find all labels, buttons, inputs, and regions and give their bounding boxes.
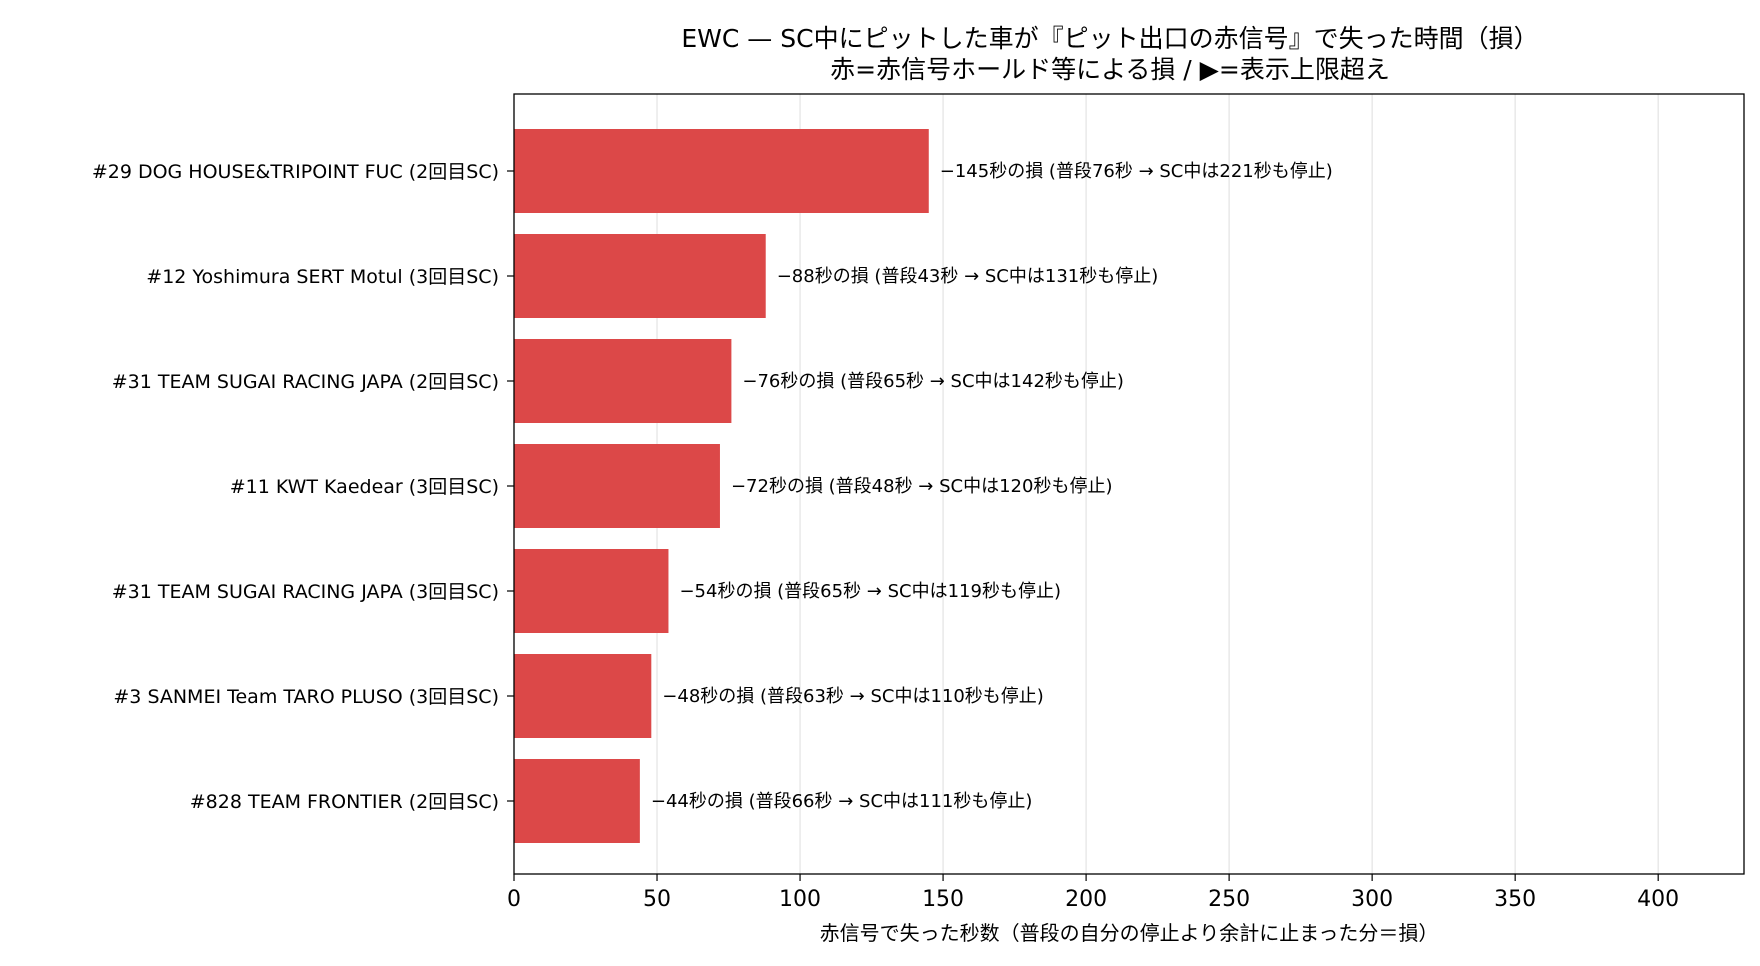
data-label: −54秒の損 (普段65秒 → SC中は119秒も停止) (679, 581, 1061, 602)
x-tick-label: 0 (507, 887, 521, 912)
x-tick-label: 100 (779, 887, 821, 912)
x-axis-label: 赤信号で失った秒数（普段の自分の停止より余計に止まった分＝損） (820, 921, 1439, 945)
bar (514, 549, 669, 633)
x-axis-ticks: 0 50 100 150 200 250 300 350 400 (507, 874, 1679, 912)
x-tick-label: 300 (1351, 887, 1393, 912)
data-label: −48秒の損 (普段63秒 → SC中は110秒も停止) (662, 686, 1044, 707)
data-labels: −145秒の損 (普段76秒 → SC中は221秒も停止) −88秒の損 (普段4… (651, 161, 1333, 812)
x-tick-label: 200 (1065, 887, 1107, 912)
chart-title: EWC — SC中にピットした車が『ピット出口の赤信号』で失った時間（損） (681, 24, 1538, 53)
bar (514, 339, 732, 423)
bar (514, 234, 766, 318)
y-tick-label: #3 SANMEI Team TARO PLUSO (3回目SC) (113, 686, 499, 708)
y-axis-labels: #29 DOG HOUSE&TRIPOINT FUC (2回目SC) #12 Yo… (92, 161, 514, 813)
bar (514, 759, 640, 843)
bar (514, 444, 720, 528)
x-tick-label: 150 (922, 887, 964, 912)
y-tick-label: #31 TEAM SUGAI RACING JAPA (3回目SC) (112, 581, 499, 603)
x-tick-label: 400 (1637, 887, 1679, 912)
data-label: −76秒の損 (普段65秒 → SC中は142秒も停止) (742, 371, 1124, 392)
bar (514, 654, 652, 738)
x-tick-label: 50 (643, 887, 671, 912)
data-label: −44秒の損 (普段66秒 → SC中は111秒も停止) (651, 791, 1033, 812)
x-tick-label: 350 (1494, 887, 1536, 912)
y-tick-label: #31 TEAM SUGAI RACING JAPA (2回目SC) (112, 371, 499, 393)
y-tick-label: #11 KWT Kaedear (3回目SC) (230, 476, 499, 498)
x-gridlines (513, 94, 1659, 874)
x-tick-label: 250 (1208, 887, 1250, 912)
bars (514, 129, 929, 843)
y-tick-label: #12 Yoshimura SERT Motul (3回目SC) (146, 266, 499, 288)
data-label: −72秒の損 (普段48秒 → SC中は120秒も停止) (731, 476, 1113, 497)
y-tick-label: #828 TEAM FRONTIER (2回目SC) (190, 791, 499, 813)
plot-frame (513, 93, 1745, 875)
data-label: −145秒の損 (普段76秒 → SC中は221秒も停止) (940, 161, 1333, 182)
chart-subtitle: 赤=赤信号ホールド等による損 / ▶=表示上限超え (830, 55, 1390, 84)
y-tick-label: #29 DOG HOUSE&TRIPOINT FUC (2回目SC) (92, 161, 499, 183)
bar (514, 129, 929, 213)
data-label: −88秒の損 (普段43秒 → SC中は131秒も停止) (777, 266, 1159, 287)
